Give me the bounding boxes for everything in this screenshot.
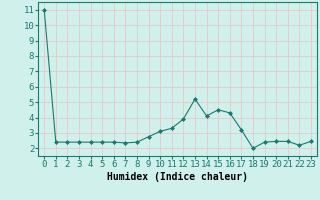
X-axis label: Humidex (Indice chaleur): Humidex (Indice chaleur) bbox=[107, 172, 248, 182]
